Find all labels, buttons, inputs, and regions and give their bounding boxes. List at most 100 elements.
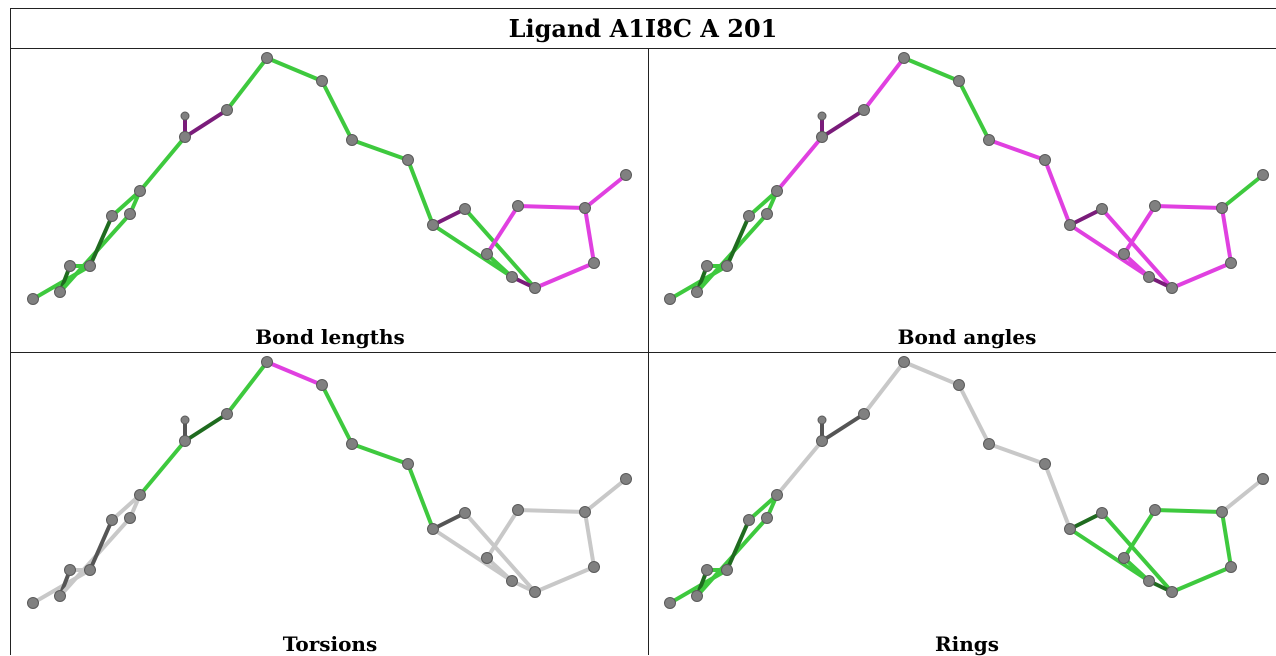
atom	[134, 185, 146, 197]
bond	[1068, 527, 1151, 583]
atom	[1225, 561, 1237, 573]
atom	[1216, 202, 1228, 214]
atom	[579, 202, 591, 214]
molecule-view-rings	[664, 356, 1269, 609]
atom	[124, 208, 136, 220]
atom	[771, 185, 783, 197]
atom	[1039, 154, 1051, 166]
bond	[1170, 565, 1233, 594]
atom	[953, 379, 965, 391]
atom	[743, 514, 755, 526]
title-divider	[10, 48, 1276, 49]
atom	[346, 134, 358, 146]
atom	[64, 260, 76, 272]
atom	[761, 512, 773, 524]
atom	[106, 210, 118, 222]
atom	[1096, 203, 1108, 215]
atom	[1166, 586, 1178, 598]
bond	[987, 138, 1047, 162]
atom	[1096, 507, 1108, 519]
bond	[138, 135, 187, 193]
molecule-view-bond-angles	[664, 52, 1269, 305]
bond	[265, 360, 324, 387]
bond	[902, 360, 961, 387]
molecule-view-torsions	[27, 356, 632, 609]
atom	[54, 286, 66, 298]
atom	[721, 564, 733, 576]
bond	[820, 412, 866, 443]
atom	[664, 293, 676, 305]
bond	[516, 204, 587, 210]
atom	[124, 512, 136, 524]
atom	[402, 458, 414, 470]
atom	[1064, 219, 1076, 231]
bond	[583, 173, 628, 210]
atom	[1143, 575, 1155, 587]
bond	[775, 439, 824, 497]
atom	[346, 438, 358, 450]
atom	[316, 379, 328, 391]
bond	[183, 108, 229, 139]
atom	[481, 552, 493, 564]
bond	[862, 360, 906, 416]
bond	[88, 214, 114, 268]
bond	[265, 56, 324, 83]
atom	[180, 415, 190, 425]
atom	[64, 564, 76, 576]
atom	[529, 586, 541, 598]
molecule-view-bond-lengths	[27, 52, 632, 305]
atom	[1257, 473, 1269, 485]
atom	[1225, 257, 1237, 269]
atom	[588, 257, 600, 269]
bond	[902, 56, 961, 83]
bond	[1220, 477, 1265, 514]
bond	[1170, 261, 1233, 290]
atom	[761, 208, 773, 220]
atom	[1118, 552, 1130, 564]
bond	[583, 477, 628, 514]
bond	[110, 493, 142, 522]
atom	[54, 590, 66, 602]
bond	[583, 510, 596, 569]
column-divider	[648, 48, 649, 655]
atom	[817, 415, 827, 425]
bond	[110, 189, 142, 218]
atom	[898, 52, 910, 64]
atom	[1118, 248, 1130, 260]
bond	[485, 204, 520, 256]
atom	[1166, 282, 1178, 294]
atom	[1257, 169, 1269, 181]
atom	[180, 111, 190, 121]
atom	[106, 514, 118, 526]
bond	[987, 442, 1047, 466]
atom	[983, 134, 995, 146]
bond	[1122, 508, 1157, 560]
atom	[691, 286, 703, 298]
bond	[350, 138, 410, 162]
bond	[225, 56, 269, 112]
atom	[512, 504, 524, 516]
bond	[88, 518, 114, 572]
bond	[747, 493, 779, 522]
atom	[529, 282, 541, 294]
atom	[27, 597, 39, 609]
figure-title: Ligand A1I8C A 201	[508, 13, 778, 43]
bond	[957, 383, 991, 446]
atom	[701, 260, 713, 272]
bond	[583, 206, 596, 265]
atom	[1064, 523, 1076, 535]
bond	[225, 360, 269, 416]
bond	[1153, 204, 1224, 210]
atom	[771, 489, 783, 501]
atom	[459, 203, 471, 215]
caption-bond-angles: Bond angles	[897, 325, 1037, 349]
bond	[406, 462, 435, 531]
atom	[664, 597, 676, 609]
atom	[817, 111, 827, 121]
atom	[1039, 458, 1051, 470]
bond	[138, 439, 187, 497]
panel-torsions: Torsions	[12, 352, 648, 656]
atom	[858, 408, 870, 420]
atom	[427, 219, 439, 231]
atom	[953, 75, 965, 87]
